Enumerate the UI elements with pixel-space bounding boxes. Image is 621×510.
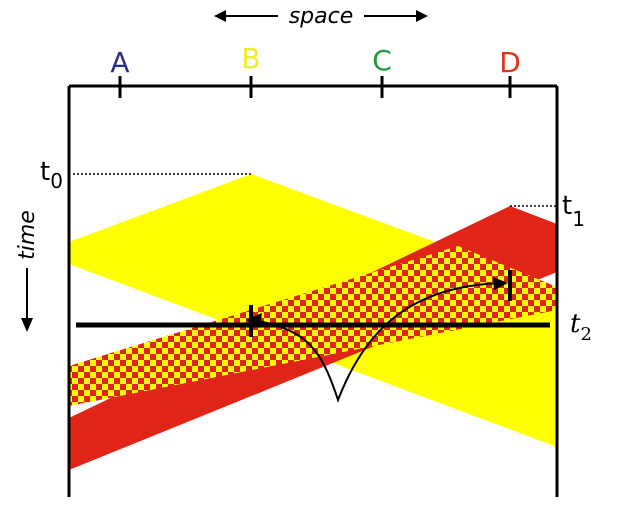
label-d: D (499, 46, 521, 79)
signal-arrowhead-right (493, 277, 508, 290)
t0-label: t0 (40, 157, 63, 193)
time-arrowhead (21, 318, 33, 332)
space-label: space (289, 4, 354, 29)
label-c: C (372, 44, 392, 77)
t1-label: t1 (562, 191, 585, 231)
label-a: A (110, 46, 129, 79)
time-label: time (15, 210, 40, 260)
t2-label: t2 (570, 309, 592, 345)
space-arrowhead-right (416, 10, 428, 22)
label-b: B (241, 42, 260, 75)
signal-arrowhead-left (246, 313, 262, 328)
signal-curve (252, 282, 503, 403)
space-arrowhead-left (214, 10, 226, 22)
